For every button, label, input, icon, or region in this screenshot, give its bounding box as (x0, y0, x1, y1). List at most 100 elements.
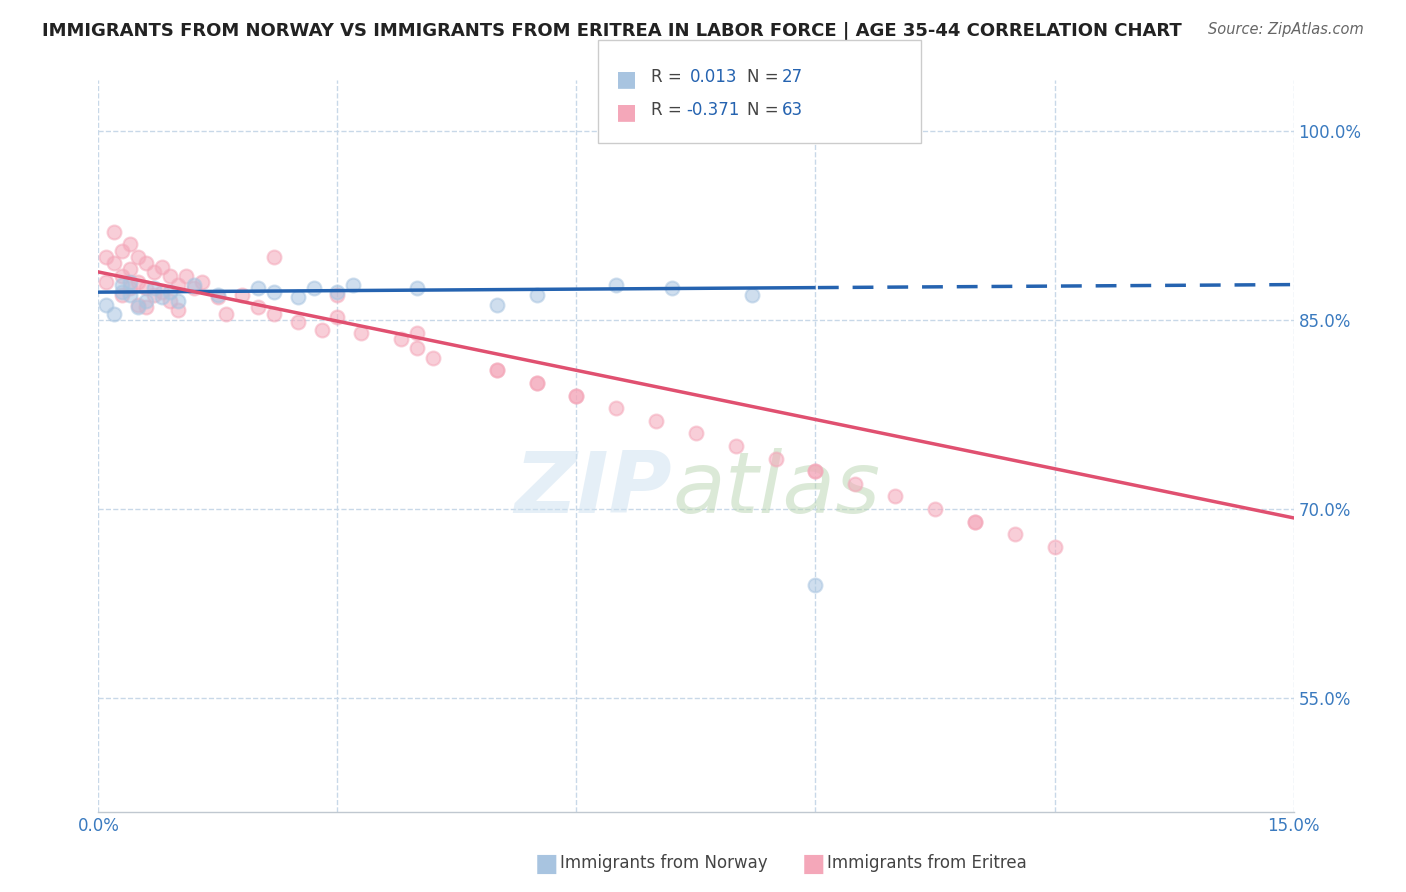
Text: ■: ■ (801, 852, 825, 875)
Point (924, 502, 946, 516)
Point (741, 287, 763, 301)
Point (111, 268, 134, 283)
Point (96, 250, 118, 264)
Point (565, 388, 588, 402)
Text: 0.013: 0.013 (690, 68, 738, 86)
Point (135, 281, 157, 295)
Point (183, 281, 205, 295)
Point (1004, 527, 1026, 541)
Text: atlas: atlas (672, 449, 880, 532)
Point (326, 285, 349, 300)
Point (605, 277, 627, 292)
Point (96, 298, 118, 312)
Point (150, 260, 173, 274)
Point (246, 300, 269, 314)
Point (103, 307, 125, 321)
Point (135, 293, 157, 308)
Point (804, 578, 827, 592)
Point (207, 287, 229, 301)
Point (120, 237, 142, 252)
Text: N =: N = (747, 68, 783, 86)
Point (183, 277, 205, 292)
Point (485, 298, 508, 312)
Point (127, 298, 149, 312)
Point (605, 401, 627, 416)
Point (174, 268, 197, 283)
Point (135, 256, 157, 270)
Text: ■: ■ (616, 103, 637, 122)
Text: Immigrants from Norway: Immigrants from Norway (560, 855, 768, 872)
Point (685, 426, 707, 441)
Point (127, 250, 149, 264)
Point (96, 275, 118, 289)
Point (127, 300, 149, 314)
Point (263, 285, 285, 300)
Point (231, 287, 253, 301)
Point (167, 293, 190, 308)
Point (111, 244, 134, 258)
Point (765, 451, 787, 466)
Text: R =: R = (651, 68, 688, 86)
Point (120, 281, 142, 295)
Point (215, 307, 238, 321)
Point (963, 515, 986, 529)
Point (263, 250, 285, 264)
Point (406, 341, 429, 355)
Point (645, 414, 668, 428)
Point (111, 285, 134, 300)
Point (143, 265, 166, 279)
Point (526, 376, 548, 390)
Point (963, 515, 986, 529)
Point (159, 268, 181, 283)
Y-axis label: In Labor Force | Age 35-44: In Labor Force | Age 35-44 (0, 336, 8, 556)
Point (150, 285, 173, 300)
Point (389, 332, 412, 346)
Point (422, 351, 444, 365)
Point (159, 293, 181, 308)
Point (159, 285, 181, 300)
Point (884, 490, 907, 504)
Point (724, 439, 747, 453)
Point (127, 275, 149, 289)
Point (120, 262, 142, 277)
Text: R =: R = (651, 101, 688, 119)
Point (120, 275, 142, 289)
Text: Source: ZipAtlas.com: Source: ZipAtlas.com (1208, 22, 1364, 37)
Point (326, 310, 349, 325)
Point (287, 315, 309, 329)
Point (111, 277, 134, 292)
Point (287, 290, 309, 304)
Text: -0.371: -0.371 (686, 101, 740, 119)
Point (526, 376, 548, 390)
Point (150, 290, 173, 304)
Point (342, 277, 364, 292)
Point (302, 281, 325, 295)
Point (263, 307, 285, 321)
Text: N =: N = (747, 101, 783, 119)
Point (844, 476, 866, 491)
Point (485, 363, 508, 377)
Point (1043, 540, 1066, 554)
Text: IMMIGRANTS FROM NORWAY VS IMMIGRANTS FROM ERITREA IN LABOR FORCE | AGE 35-44 COR: IMMIGRANTS FROM NORWAY VS IMMIGRANTS FRO… (42, 22, 1182, 40)
Point (103, 256, 125, 270)
Point (565, 388, 588, 402)
Point (111, 287, 134, 301)
Point (167, 302, 190, 317)
Point (326, 287, 349, 301)
Point (120, 287, 142, 301)
Text: 27: 27 (782, 68, 803, 86)
Point (804, 464, 827, 478)
Point (406, 281, 429, 295)
Point (143, 287, 166, 301)
Point (191, 275, 214, 289)
Point (246, 281, 269, 295)
Point (143, 281, 166, 295)
Text: 63: 63 (782, 101, 803, 119)
Point (526, 287, 548, 301)
Text: ZIP: ZIP (515, 449, 672, 532)
Point (135, 300, 157, 314)
Point (167, 277, 190, 292)
Text: ■: ■ (616, 70, 637, 89)
Point (350, 326, 373, 340)
Point (207, 290, 229, 304)
